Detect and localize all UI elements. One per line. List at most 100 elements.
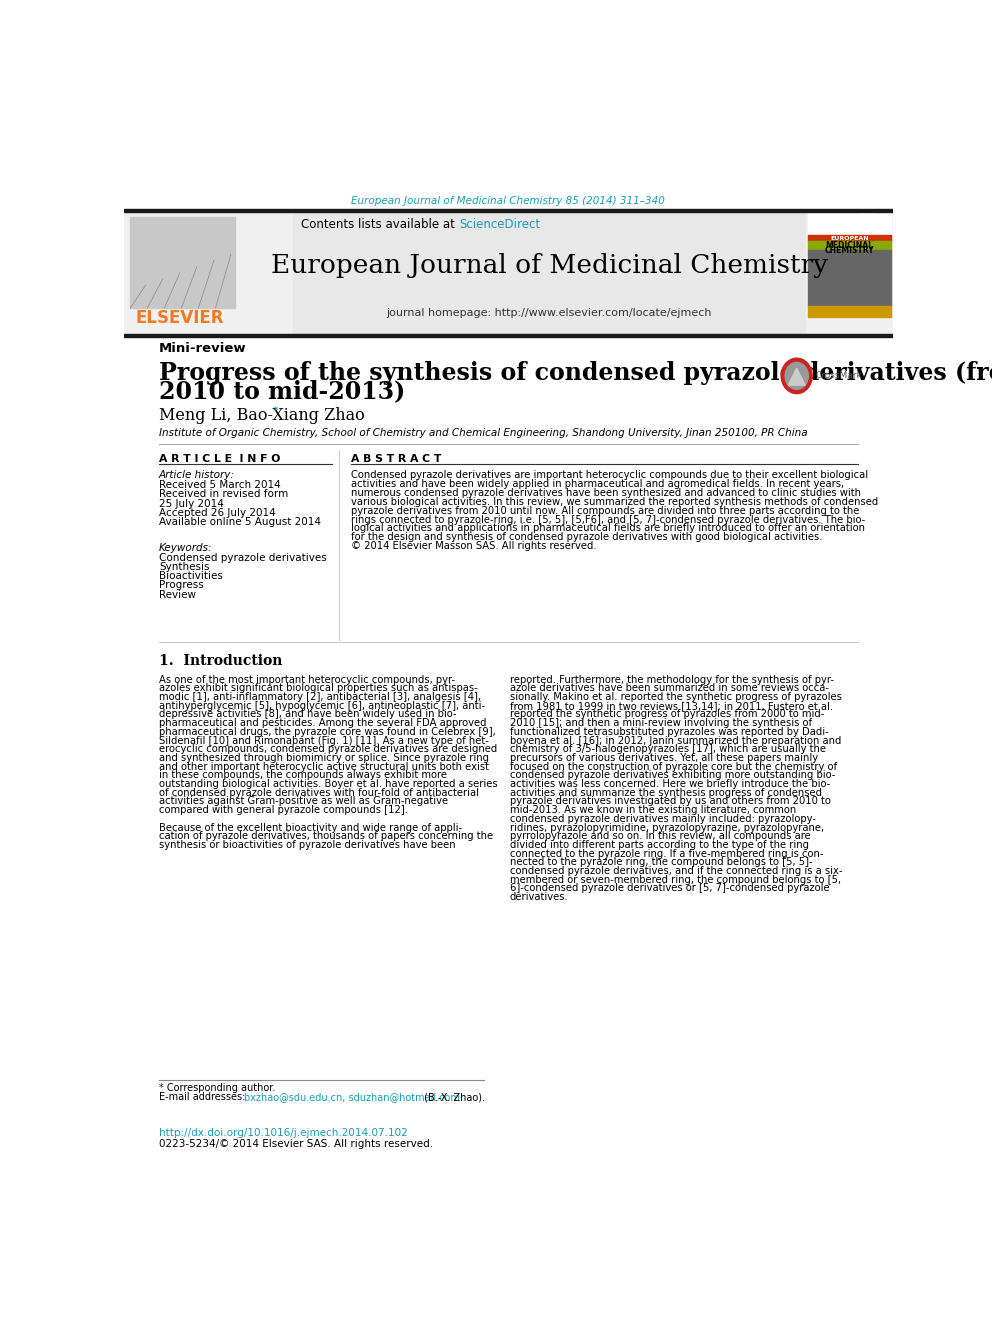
Text: depressive activities [8], and have been widely used in bio-: depressive activities [8], and have been… (159, 709, 456, 720)
Text: ridines, pyrazolopyrimidine, pyrazolopyrazine, pyrazolopyrane,: ridines, pyrazolopyrimidine, pyrazolopyr… (510, 823, 824, 832)
Text: Received 5 March 2014: Received 5 March 2014 (159, 480, 281, 491)
Text: focused on the construction of pyrazole core but the chemistry of: focused on the construction of pyrazole … (510, 762, 837, 771)
Text: condensed pyrazole derivatives, and if the connected ring is a six-: condensed pyrazole derivatives, and if t… (510, 867, 842, 876)
Text: ScienceDirect: ScienceDirect (459, 218, 541, 230)
Text: As one of the most important heterocyclic compounds, pyr-: As one of the most important heterocycli… (159, 675, 455, 685)
Text: journal homepage: http://www.elsevier.com/locate/ejmech: journal homepage: http://www.elsevier.co… (387, 308, 712, 318)
Bar (807, 250, 891, 306)
Text: *: * (273, 406, 279, 417)
Text: CHEMISTRY: CHEMISTRY (824, 246, 874, 255)
Text: of condensed pyrazole derivatives with four-fold of antibacterial: of condensed pyrazole derivatives with f… (159, 787, 479, 798)
Text: * Corresponding author.: * Corresponding author. (159, 1084, 275, 1093)
Text: pyrazole derivatives from 2010 until now. All compounds are divided into three p: pyrazole derivatives from 2010 until now… (351, 505, 859, 516)
Text: condensed pyrazole derivatives exhibiting more outstanding bio-: condensed pyrazole derivatives exhibitin… (510, 770, 835, 781)
Text: bxzhao@sdu.edu.cn, sduzhan@hotmail.com: bxzhao@sdu.edu.cn, sduzhan@hotmail.com (244, 1093, 460, 1102)
Polygon shape (789, 368, 806, 385)
Text: antihyperglycemic [5], hypoglycemic [6], antineoplastic [7], anti-: antihyperglycemic [5], hypoglycemic [6],… (159, 701, 485, 710)
Text: Progress of the synthesis of condensed pyrazole derivatives (from: Progress of the synthesis of condensed p… (159, 361, 992, 385)
Bar (806, 212, 893, 333)
Text: A B S T R A C T: A B S T R A C T (351, 454, 441, 464)
Text: http://dx.doi.org/10.1016/j.ejmech.2014.07.102: http://dx.doi.org/10.1016/j.ejmech.2014.… (159, 1127, 408, 1138)
Text: Contents lists available at: Contents lists available at (302, 218, 458, 230)
Text: outstanding biological activities. Boyer et al. have reported a series: outstanding biological activities. Boyer… (159, 779, 498, 789)
Text: activities against Gram-positive as well as Gram-negative: activities against Gram-positive as well… (159, 796, 448, 807)
Bar (807, 306, 891, 316)
Text: Condensed pyrazole derivatives are important heterocyclic compounds due to their: Condensed pyrazole derivatives are impor… (351, 470, 868, 480)
Bar (124, 333, 893, 336)
Text: activities and have been widely applied in pharmaceutical and agromedical fields: activities and have been widely applied … (351, 479, 844, 490)
Text: Received in revised form: Received in revised form (159, 490, 288, 500)
Text: cation of pyrazole derivatives, thousands of papers concerning the: cation of pyrazole derivatives, thousand… (159, 831, 493, 841)
Text: Mini-review: Mini-review (159, 343, 246, 356)
Text: Condensed pyrazole derivatives: Condensed pyrazole derivatives (159, 553, 326, 562)
Text: 1.  Introduction: 1. Introduction (159, 654, 283, 668)
Text: rings connected to pyrazole-ring, i.e. [5, 5], [5,F6], and [5, 7]-condensed pyra: rings connected to pyrazole-ring, i.e. [… (351, 515, 865, 524)
Text: activities was less concerned. Here we briefly introduce the bio-: activities was less concerned. Here we b… (510, 779, 830, 789)
Text: and other important heterocyclic active structural units both exist: and other important heterocyclic active … (159, 762, 489, 771)
Text: activities and summarize the synthesis progress of condensed: activities and summarize the synthesis p… (510, 787, 822, 798)
Text: logical activities and applications in pharmaceutical fields are briefly introdu: logical activities and applications in p… (351, 524, 865, 533)
Text: Keywords:: Keywords: (159, 544, 212, 553)
Text: Progress: Progress (159, 581, 203, 590)
Text: various biological activities. In this review, we summarized the reported synthe: various biological activities. In this r… (351, 497, 878, 507)
Text: pharmaceutical drugs, the pyrazole core was found in Celebrex [9],: pharmaceutical drugs, the pyrazole core … (159, 726, 496, 737)
Text: pyrazole derivatives investigated by us and others from 2010 to: pyrazole derivatives investigated by us … (510, 796, 831, 807)
Text: Meng Li, Bao-Xiang Zhao: Meng Li, Bao-Xiang Zhao (159, 407, 365, 425)
Text: and synthesized through biomimicry or splice. Since pyrazole ring: and synthesized through biomimicry or sp… (159, 753, 489, 763)
Bar (807, 235, 891, 241)
Bar (807, 213, 891, 235)
Bar (807, 241, 891, 250)
Text: sionally. Makino et al. reported the synthetic progress of pyrazoles: sionally. Makino et al. reported the syn… (510, 692, 842, 703)
Text: mid-2013. As we know in the existing literature, common: mid-2013. As we know in the existing lit… (510, 806, 797, 815)
Bar (130, 217, 235, 308)
Text: 0223-5234/© 2014 Elsevier SAS. All rights reserved.: 0223-5234/© 2014 Elsevier SAS. All right… (159, 1139, 433, 1148)
Ellipse shape (785, 363, 808, 389)
Bar (124, 209, 893, 212)
Text: azole derivatives have been summarized in some reviews occa-: azole derivatives have been summarized i… (510, 684, 829, 693)
Text: precursors of various derivatives. Yet, all these papers mainly: precursors of various derivatives. Yet, … (510, 753, 818, 763)
Text: nected to the pyrazole ring, the compound belongs to [5, 5]-: nected to the pyrazole ring, the compoun… (510, 857, 812, 868)
Text: modic [1], anti-inflammatory [2], antibacterial [3], analgesis [4],: modic [1], anti-inflammatory [2], antiba… (159, 692, 481, 703)
Text: Accepted 26 July 2014: Accepted 26 July 2014 (159, 508, 276, 519)
Text: boyena et al. [16]; in 2012, Janin summarized the preparation and: boyena et al. [16]; in 2012, Janin summa… (510, 736, 841, 746)
Text: Review: Review (159, 590, 195, 599)
Text: in these compounds, the compounds always exhibit more: in these compounds, the compounds always… (159, 770, 446, 781)
Text: EUROPEAN: EUROPEAN (830, 235, 869, 241)
Text: derivatives.: derivatives. (510, 892, 568, 902)
Text: numerous condensed pyrazole derivatives have been synthesized and advanced to cl: numerous condensed pyrazole derivatives … (351, 488, 861, 497)
Text: 2010 [15]; and then a mini-review involving the synthesis of: 2010 [15]; and then a mini-review involv… (510, 718, 812, 728)
Text: divided into different parts according to the type of the ring: divided into different parts according t… (510, 840, 808, 849)
Text: ELSEVIER: ELSEVIER (136, 310, 224, 327)
Text: CrossMark: CrossMark (815, 372, 862, 381)
Text: condensed pyrazole derivatives mainly included: pyrazolopy-: condensed pyrazole derivatives mainly in… (510, 814, 816, 824)
Text: pharmaceutical and pesticides. Among the several FDA approved: pharmaceutical and pesticides. Among the… (159, 718, 486, 728)
Text: European Journal of Medicinal Chemistry: European Journal of Medicinal Chemistry (271, 253, 828, 278)
Bar (859, 214, 874, 230)
Text: chemistry of 3/5-halogenopyrazoles [17], which are usually the: chemistry of 3/5-halogenopyrazoles [17],… (510, 745, 826, 754)
Text: connected to the pyrazole ring. If a five-membered ring is con-: connected to the pyrazole ring. If a fiv… (510, 848, 823, 859)
Text: Bioactivities: Bioactivities (159, 572, 223, 581)
Text: 25 July 2014: 25 July 2014 (159, 499, 224, 509)
Text: 2010 to mid-2013): 2010 to mid-2013) (159, 380, 405, 404)
Text: E-mail addresses:: E-mail addresses: (159, 1093, 248, 1102)
Bar (293, 212, 806, 333)
Text: Article history:: Article history: (159, 470, 235, 480)
Text: MEDICINAL: MEDICINAL (825, 241, 873, 250)
Text: A R T I C L E  I N F O: A R T I C L E I N F O (159, 454, 281, 464)
Text: (B.-X. Zhao).: (B.-X. Zhao). (421, 1093, 485, 1102)
Ellipse shape (782, 359, 812, 394)
Text: synthesis or bioactivities of pyrazole derivatives have been: synthesis or bioactivities of pyrazole d… (159, 840, 455, 849)
Text: Institute of Organic Chemistry, School of Chemistry and Chemical Engineering, Sh: Institute of Organic Chemistry, School o… (159, 427, 807, 438)
Text: Because of the excellent bioactivity and wide range of appli-: Because of the excellent bioactivity and… (159, 823, 462, 832)
Bar (124, 212, 293, 333)
Text: membered or seven-membered ring, the compound belongs to [5,: membered or seven-membered ring, the com… (510, 875, 841, 885)
Text: Sildenafil [10] and Rimonabant (Fig. 1) [11]. As a new type of het-: Sildenafil [10] and Rimonabant (Fig. 1) … (159, 736, 489, 746)
Text: erocyclic compounds, condensed pyrazole derivatives are designed: erocyclic compounds, condensed pyrazole … (159, 745, 497, 754)
Text: Available online 5 August 2014: Available online 5 August 2014 (159, 517, 320, 527)
Text: European Journal of Medicinal Chemistry 85 (2014) 311–340: European Journal of Medicinal Chemistry … (351, 196, 666, 206)
Text: from 1981 to 1999 in two reviews [13,14]; in 2011, Fustero et al.: from 1981 to 1999 in two reviews [13,14]… (510, 701, 833, 710)
Text: functionalized tetrasubstituted pyrazoles was reported by Dadi-: functionalized tetrasubstituted pyrazole… (510, 726, 828, 737)
Text: compared with general pyrazole compounds [12].: compared with general pyrazole compounds… (159, 806, 408, 815)
Text: azoles exhibit significant biological properties such as antispas-: azoles exhibit significant biological pr… (159, 684, 477, 693)
Text: reported. Furthermore, the methodology for the synthesis of pyr-: reported. Furthermore, the methodology f… (510, 675, 834, 685)
